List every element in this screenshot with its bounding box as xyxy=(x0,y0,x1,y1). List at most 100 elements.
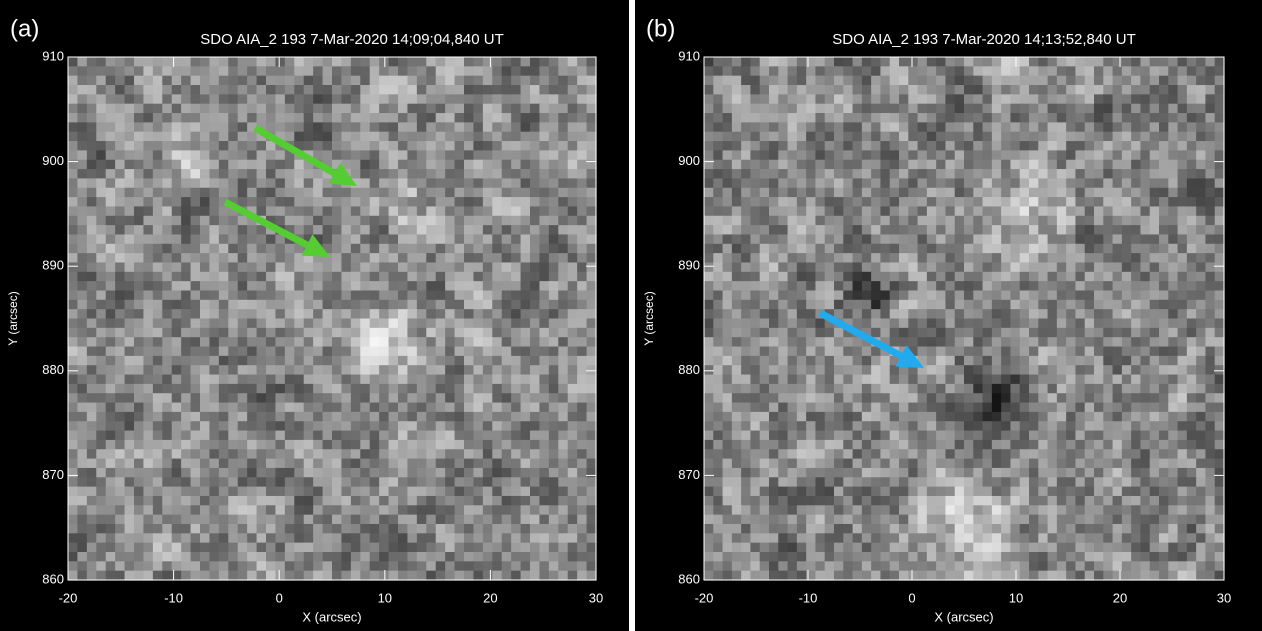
pixel xyxy=(918,66,928,76)
pixel xyxy=(918,309,928,319)
pixel xyxy=(285,300,295,310)
pixel xyxy=(77,496,87,506)
pixel xyxy=(568,272,578,282)
pixel xyxy=(398,160,408,170)
pixel xyxy=(473,132,483,142)
pixel xyxy=(332,337,342,347)
pixel xyxy=(389,290,399,300)
pixel xyxy=(1094,57,1104,67)
pixel xyxy=(704,122,714,132)
pixel xyxy=(172,188,182,198)
pixel xyxy=(351,459,361,469)
pixel xyxy=(797,206,807,216)
pixel xyxy=(511,375,521,385)
pixel xyxy=(732,122,742,132)
pixel xyxy=(788,272,798,282)
pixel xyxy=(379,113,389,123)
pixel xyxy=(483,468,493,478)
pixel xyxy=(96,533,106,543)
pixel xyxy=(1048,85,1058,95)
pixel xyxy=(87,543,97,553)
pixel xyxy=(153,337,163,347)
pixel xyxy=(1010,94,1020,104)
pixel xyxy=(1122,160,1132,170)
pixel xyxy=(106,356,116,366)
pixel xyxy=(1113,104,1123,114)
pixel xyxy=(68,300,78,310)
pixel xyxy=(880,328,890,338)
pixel xyxy=(464,160,474,170)
pixel xyxy=(426,487,436,497)
pixel xyxy=(908,169,918,179)
pixel xyxy=(1038,253,1048,263)
pixel xyxy=(825,188,835,198)
pixel xyxy=(1205,319,1215,329)
pixel xyxy=(228,244,238,254)
pixel xyxy=(1103,76,1113,86)
pixel xyxy=(549,543,559,553)
pixel xyxy=(1001,328,1011,338)
pixel xyxy=(732,113,742,123)
pixel xyxy=(723,94,733,104)
pixel xyxy=(890,253,900,263)
pixel xyxy=(704,244,714,254)
pixel xyxy=(521,141,531,151)
pixel xyxy=(417,85,427,95)
pixel xyxy=(181,85,191,95)
pixel xyxy=(436,365,446,375)
pixel xyxy=(1187,319,1197,329)
pixel xyxy=(426,571,436,581)
pixel xyxy=(96,440,106,450)
pixel xyxy=(713,206,723,216)
pixel xyxy=(1159,76,1169,86)
pixel xyxy=(568,449,578,459)
pixel xyxy=(568,234,578,244)
pixel xyxy=(68,328,78,338)
pixel xyxy=(769,206,779,216)
pixel xyxy=(1140,141,1150,151)
pixel xyxy=(228,524,238,534)
pixel xyxy=(760,113,770,123)
pixel xyxy=(341,272,351,282)
pixel xyxy=(436,57,446,67)
pixel xyxy=(1048,225,1058,235)
pixel xyxy=(927,328,937,338)
pixel xyxy=(890,216,900,226)
pixel xyxy=(1001,141,1011,151)
pixel xyxy=(1001,206,1011,216)
pixel xyxy=(558,94,568,104)
pixel xyxy=(266,150,276,160)
pixel xyxy=(191,309,201,319)
pixel xyxy=(1215,290,1225,300)
pixel xyxy=(502,496,512,506)
pixel xyxy=(162,421,172,431)
pixel xyxy=(750,85,760,95)
pixel xyxy=(134,496,144,506)
pixel xyxy=(323,197,333,207)
pixel xyxy=(936,76,946,86)
pixel xyxy=(379,524,389,534)
pixel xyxy=(68,449,78,459)
pixel xyxy=(304,431,314,441)
pixel xyxy=(1020,281,1030,291)
pixel xyxy=(797,160,807,170)
pixel xyxy=(1159,272,1169,282)
pixel xyxy=(209,571,219,581)
pixel xyxy=(370,449,380,459)
pixel xyxy=(209,552,219,562)
pixel xyxy=(96,57,106,67)
pixel xyxy=(115,449,125,459)
pixel xyxy=(1057,160,1067,170)
pixel xyxy=(219,169,229,179)
pixel xyxy=(143,505,153,515)
pixel xyxy=(1075,197,1085,207)
pixel xyxy=(539,290,549,300)
pixel xyxy=(200,76,210,86)
pixel xyxy=(407,169,417,179)
pixel xyxy=(172,281,182,291)
pixel xyxy=(825,113,835,123)
pixel xyxy=(238,66,248,76)
pixel xyxy=(530,197,540,207)
pixel xyxy=(313,440,323,450)
pixel xyxy=(1178,281,1188,291)
